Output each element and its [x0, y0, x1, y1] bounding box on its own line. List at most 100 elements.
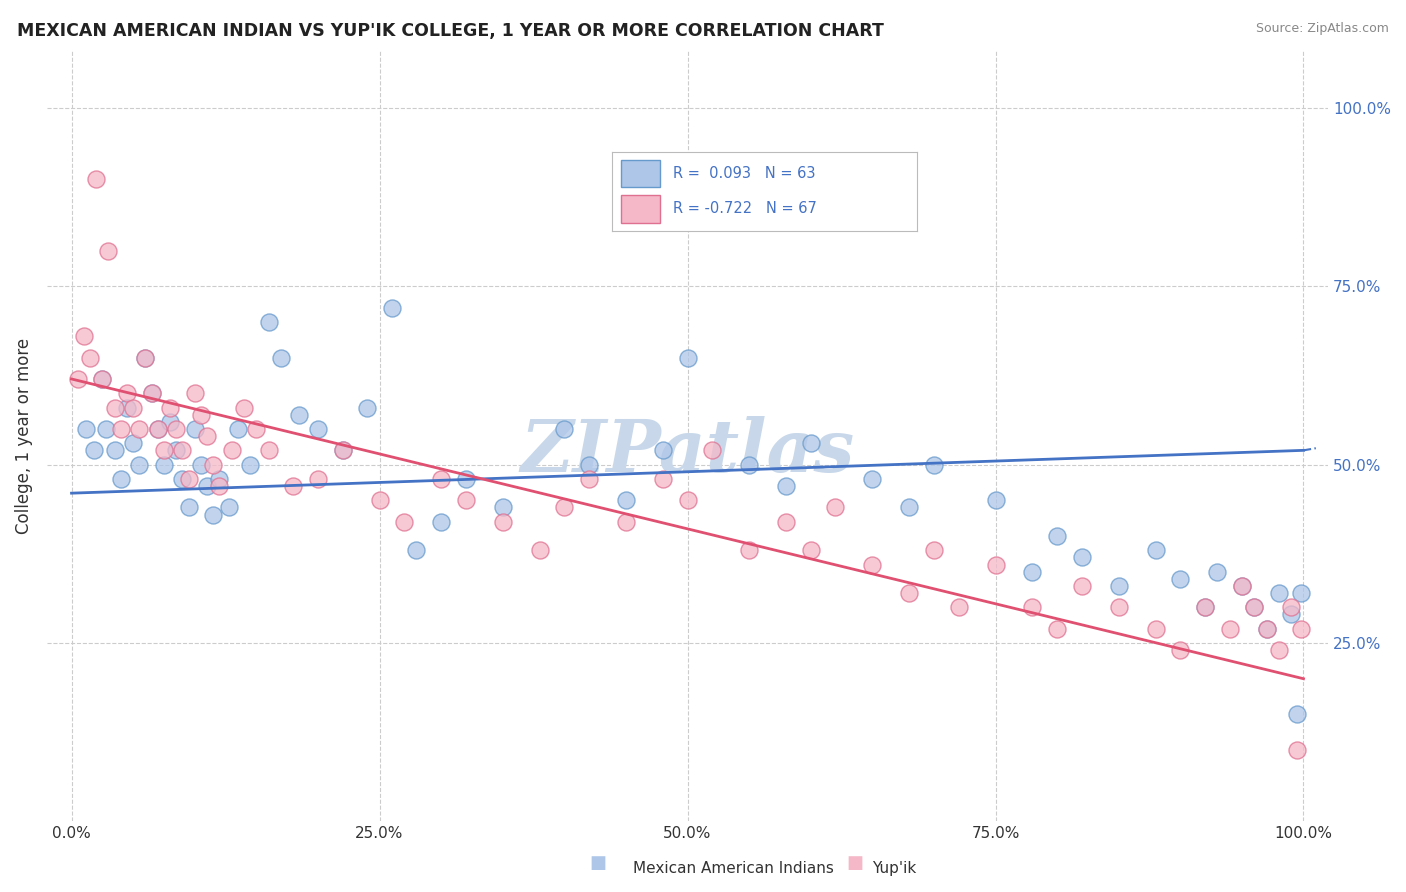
Point	[141, 386, 163, 401]
Point	[221, 443, 243, 458]
Point	[153, 458, 176, 472]
Point	[226, 422, 249, 436]
Point	[172, 472, 194, 486]
Point	[738, 543, 761, 558]
Point	[128, 422, 150, 436]
Text: ZIPatlas: ZIPatlas	[520, 416, 855, 487]
Point	[115, 386, 138, 401]
Point	[1289, 622, 1312, 636]
Point	[984, 558, 1007, 572]
Point	[614, 493, 637, 508]
Point	[1256, 622, 1278, 636]
Point	[1268, 643, 1291, 657]
Point	[122, 436, 145, 450]
Point	[454, 493, 477, 508]
Point	[195, 429, 218, 443]
Point	[134, 351, 156, 365]
Point	[73, 329, 96, 343]
Point	[159, 401, 181, 415]
Point	[1021, 600, 1043, 615]
Point	[110, 472, 132, 486]
Point	[177, 500, 200, 515]
Text: R = -0.722   N = 67: R = -0.722 N = 67	[672, 202, 817, 217]
Point	[922, 543, 945, 558]
Point	[368, 493, 391, 508]
Point	[208, 472, 231, 486]
Point	[288, 408, 311, 422]
Point	[110, 422, 132, 436]
Point	[141, 386, 163, 401]
Text: MEXICAN AMERICAN INDIAN VS YUP'IK COLLEGE, 1 YEAR OR MORE CORRELATION CHART: MEXICAN AMERICAN INDIAN VS YUP'IK COLLEG…	[17, 22, 884, 40]
Point	[84, 172, 107, 186]
Point	[1256, 622, 1278, 636]
Point	[1230, 579, 1253, 593]
Point	[1194, 600, 1216, 615]
Point	[898, 500, 921, 515]
Point	[800, 436, 823, 450]
Text: R =  0.093   N = 63: R = 0.093 N = 63	[672, 166, 815, 181]
Point	[115, 401, 138, 415]
Point	[128, 458, 150, 472]
Point	[165, 422, 187, 436]
Point	[233, 401, 256, 415]
Point	[177, 472, 200, 486]
Point	[392, 515, 415, 529]
Point	[948, 600, 970, 615]
Point	[356, 401, 378, 415]
Point	[775, 515, 797, 529]
Point	[922, 458, 945, 472]
Point	[1268, 586, 1291, 600]
Point	[332, 443, 354, 458]
Point	[1279, 607, 1302, 622]
Point	[134, 351, 156, 365]
Point	[651, 472, 673, 486]
Point	[430, 472, 453, 486]
Point	[1243, 600, 1265, 615]
Point	[159, 415, 181, 429]
Text: Source: ZipAtlas.com: Source: ZipAtlas.com	[1256, 22, 1389, 36]
Point	[1230, 579, 1253, 593]
Point	[1108, 600, 1130, 615]
Point	[190, 458, 212, 472]
Point	[454, 472, 477, 486]
Point	[651, 443, 673, 458]
Text: ■: ■	[846, 855, 863, 872]
Point	[702, 443, 724, 458]
Point	[190, 408, 212, 422]
FancyBboxPatch shape	[621, 160, 661, 187]
Point	[381, 301, 404, 315]
Point	[1279, 600, 1302, 615]
Point	[1046, 622, 1069, 636]
Point	[405, 543, 427, 558]
Point	[1144, 543, 1167, 558]
Point	[257, 443, 280, 458]
Point	[430, 515, 453, 529]
Point	[104, 401, 127, 415]
Point	[83, 443, 105, 458]
Point	[307, 472, 329, 486]
Point	[218, 500, 240, 515]
Point	[239, 458, 262, 472]
Point	[165, 443, 187, 458]
Point	[94, 422, 117, 436]
Point	[1286, 707, 1309, 722]
Point	[307, 422, 329, 436]
Point	[146, 422, 169, 436]
Point	[676, 351, 699, 365]
Point	[614, 515, 637, 529]
Point	[91, 372, 114, 386]
Point	[202, 458, 225, 472]
Point	[97, 244, 120, 258]
Text: Mexican American Indians: Mexican American Indians	[633, 861, 834, 876]
Point	[492, 515, 515, 529]
Point	[146, 422, 169, 436]
Point	[578, 472, 600, 486]
Point	[104, 443, 127, 458]
Point	[1206, 565, 1229, 579]
Point	[1219, 622, 1241, 636]
Point	[775, 479, 797, 493]
Point	[1168, 572, 1191, 586]
Point	[208, 479, 231, 493]
Point	[860, 472, 883, 486]
Point	[676, 493, 699, 508]
